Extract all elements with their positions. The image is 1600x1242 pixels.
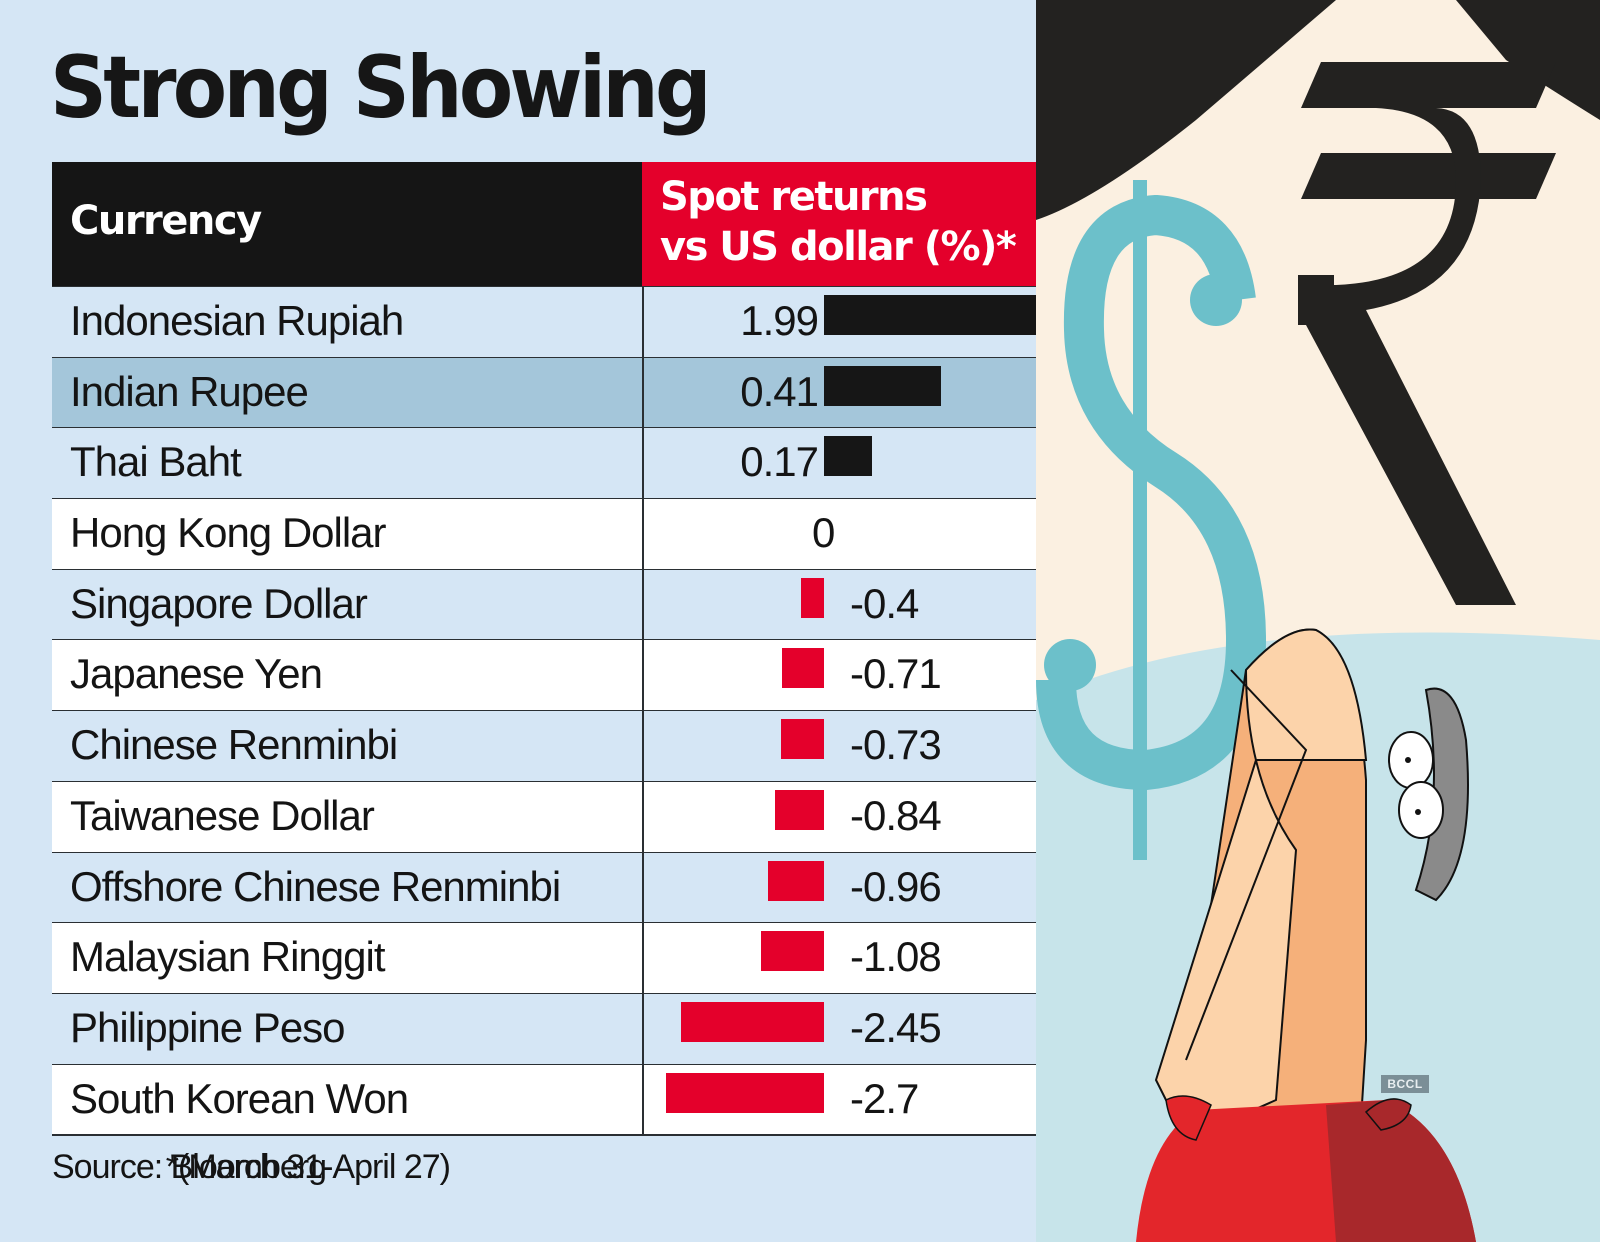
positive-return-bar — [824, 295, 1036, 335]
currency-name: South Korean Won — [70, 1074, 409, 1122]
negative-return-bar — [781, 719, 824, 760]
column-divider — [642, 287, 644, 357]
column-divider — [642, 781, 644, 852]
table-row: Malaysian Ringgit -1.08 — [52, 922, 1036, 993]
column-divider — [642, 428, 644, 499]
negative-return-bar — [767, 860, 824, 901]
cartoon-illustration — [1036, 0, 1600, 1242]
table-body: Indonesian Rupiah 1.99 Indian Rupee 0.41 Tha… — [52, 286, 1036, 1135]
return-value: 0 — [812, 509, 835, 557]
source-note: Source: Bloomberg — [52, 1148, 327, 1186]
table-header: Currency Spot returns vs US dollar (%)* — [52, 162, 1036, 286]
return-value: -0.96 — [850, 862, 942, 910]
table-row: Indian Rupee 0.41 — [52, 356, 1036, 428]
header-returns-line2: vs US dollar (%)* — [660, 224, 1017, 270]
return-value: -0.71 — [850, 650, 942, 698]
table-row: Thai Baht 0.17 — [52, 427, 1036, 499]
currency-name: Singapore Dollar — [70, 579, 368, 627]
currency-name: Thai Baht — [70, 438, 242, 486]
column-divider — [642, 711, 644, 781]
return-value: -0.84 — [850, 791, 942, 839]
column-divider — [642, 923, 644, 993]
header-returns-line1: Spot returns — [660, 174, 928, 220]
chart-title: Strong Showing — [50, 38, 712, 138]
currency-name: Hong Kong Dollar — [70, 509, 387, 557]
table-row: Philippine Peso -2.45 — [52, 992, 1036, 1064]
return-value: -0.73 — [850, 721, 942, 769]
column-divider — [642, 640, 644, 711]
dollar-sign-icon — [1036, 180, 1267, 860]
currency-name: Japanese Yen — [70, 650, 323, 698]
column-divider — [642, 357, 644, 428]
bccl-watermark: BCCL — [1381, 1075, 1429, 1093]
return-value: -1.08 — [850, 933, 942, 981]
return-value: -0.4 — [850, 579, 919, 627]
currency-name: Offshore Chinese Renminbi — [70, 862, 561, 910]
column-divider — [642, 1064, 644, 1135]
currency-name: Chinese Renminbi — [70, 721, 398, 769]
positive-return-bar — [824, 365, 941, 406]
rupee-sign-icon — [1298, 62, 1556, 605]
currency-name: Indian Rupee — [70, 367, 309, 415]
table-row: Hong Kong Dollar 0 — [52, 498, 1036, 569]
table-row: Singapore Dollar -0.4 — [52, 568, 1036, 640]
return-value: 0.17 — [740, 438, 819, 486]
column-divider — [642, 993, 644, 1064]
currency-name: Indonesian Rupiah — [70, 297, 404, 344]
table-row: Offshore Chinese Renminbi -0.96 — [52, 851, 1036, 923]
table-row: Taiwanese Dollar -0.84 — [52, 780, 1036, 852]
negative-return-bar — [800, 577, 824, 618]
negative-return-bar — [760, 931, 824, 972]
column-divider — [642, 569, 644, 640]
returns-table: Currency Spot returns vs US dollar (%)* … — [52, 162, 1036, 1137]
column-divider — [642, 499, 644, 569]
column-divider — [642, 852, 644, 923]
return-value: -2.7 — [850, 1074, 919, 1122]
negative-return-bar — [666, 1072, 824, 1113]
table-row: South Korean Won -2.7 — [52, 1063, 1036, 1135]
negative-return-bar — [774, 789, 824, 830]
header-currency-label: Currency — [70, 198, 262, 244]
table-row: Chinese Renminbi -0.73 — [52, 710, 1036, 781]
black-shape — [1036, 0, 1336, 220]
return-value: -2.45 — [850, 1003, 942, 1051]
illustration — [1036, 0, 1600, 1242]
negative-return-bar — [680, 1001, 824, 1042]
table-bottom-rule — [52, 1134, 1036, 1137]
table-row: Indonesian Rupiah 1.99 — [52, 286, 1036, 357]
currency-name: Malaysian Ringgit — [70, 933, 385, 981]
currency-name: Philippine Peso — [70, 1003, 346, 1051]
header-currency: Currency — [52, 162, 642, 286]
date-range-note: *(March 31-April 27) — [165, 1148, 451, 1186]
header-spot-returns: Spot returns vs US dollar (%)* — [642, 162, 1036, 286]
cartoon-man-icon — [1136, 628, 1476, 1242]
return-value: 1.99 — [740, 297, 819, 344]
negative-return-bar — [782, 648, 824, 689]
table-row: Japanese Yen -0.71 — [52, 639, 1036, 711]
positive-return-bar — [824, 436, 873, 477]
return-value: 0.41 — [740, 367, 819, 415]
chart-panel: Strong Showing Currency Spot returns vs … — [50, 38, 1036, 1186]
currency-name: Taiwanese Dollar — [70, 791, 375, 839]
